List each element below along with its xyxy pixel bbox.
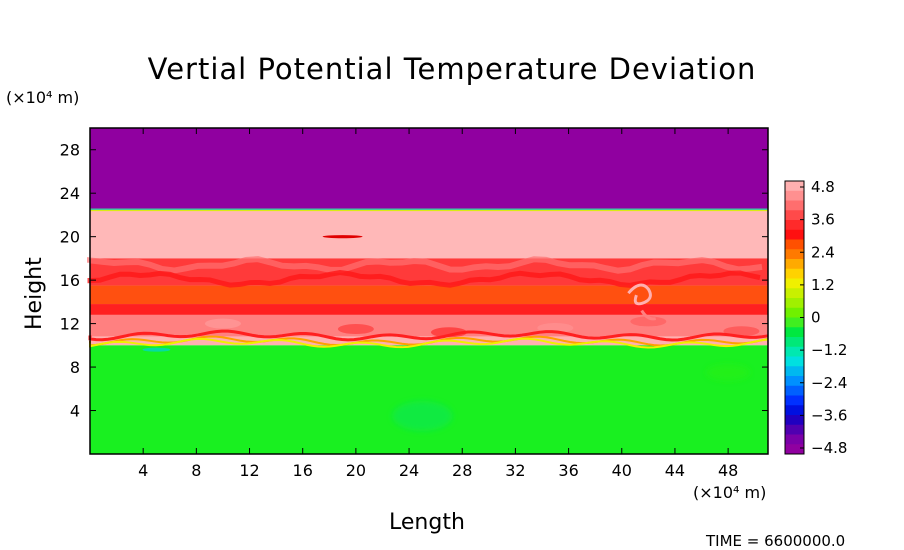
x-axis-ticks: 4 8 12 16 20 24 28 32 36 40 44 48 — [138, 128, 738, 480]
interface-line — [89, 337, 769, 349]
colorbar-swatch — [785, 356, 804, 367]
colorbar-swatch — [785, 200, 804, 211]
swirl-feature — [640, 309, 657, 321]
heatmap-band — [90, 304, 768, 315]
colorbar-swatch — [785, 424, 804, 435]
x-tick-label: 8 — [191, 461, 201, 480]
streak-feature — [322, 235, 363, 239]
x-tick-label: 12 — [239, 461, 259, 480]
x-axis-label: Length — [389, 510, 465, 535]
time-readout: TIME = 6600000.0 — [706, 532, 846, 550]
y-tick-label: 16 — [60, 271, 80, 290]
colorbar-swatch — [785, 307, 804, 318]
y-tick-label: 12 — [60, 315, 80, 334]
x-tick-label: 36 — [558, 461, 578, 480]
heatmap-blob — [630, 316, 667, 327]
colorbar-swatch — [785, 434, 804, 445]
colorbar-tick-label: 2.4 — [811, 243, 835, 261]
colorbar-swatch — [785, 288, 804, 299]
colorbar-swatch — [785, 346, 804, 357]
colorbar-swatch — [785, 366, 804, 377]
heatmap-blob — [204, 318, 241, 329]
heatmap-band — [90, 128, 768, 210]
x-axis-unit: (×10⁴ m) — [693, 483, 767, 502]
interface-line — [88, 329, 769, 342]
colorbar-swatch — [785, 278, 804, 289]
colorbar-swatch — [785, 298, 804, 309]
heatmap-band — [90, 285, 768, 305]
y-tick-label: 24 — [60, 184, 80, 203]
y-tick-label: 28 — [60, 141, 80, 160]
colorbar-swatch — [785, 405, 804, 416]
x-tick-label: 20 — [346, 461, 366, 480]
colorbar-swatch — [785, 327, 804, 338]
heatmap-band — [90, 209, 768, 259]
colorbar-swatch — [785, 210, 804, 221]
heatmap-blob — [706, 364, 751, 381]
x-tick-label: 16 — [293, 461, 313, 480]
x-tick-label: 48 — [718, 461, 738, 480]
heatmap-band — [90, 336, 768, 346]
heatmap-blob — [142, 347, 171, 352]
x-tick-label: 4 — [138, 461, 148, 480]
colorbar-tick-label: −3.6 — [811, 406, 847, 424]
plot-frame — [89, 127, 769, 455]
y-tick-label: 4 — [70, 402, 80, 421]
swirl-feature — [627, 283, 652, 306]
x-tick-label: 40 — [612, 461, 632, 480]
colorbar-swatch — [785, 181, 804, 192]
colorbar-tick-label: 3.6 — [811, 211, 835, 229]
x-tick-label: 24 — [399, 461, 419, 480]
colorbar-swatch — [785, 190, 804, 201]
y-axis-unit: (×10⁴ m) — [6, 88, 80, 107]
x-tick-label: 28 — [452, 461, 472, 480]
colorbar-swatch — [785, 395, 804, 406]
colorbar-swatch — [785, 239, 804, 250]
colorbar-swatch — [785, 317, 804, 328]
heatmap-details — [87, 208, 769, 431]
colorbar-swatch — [785, 337, 804, 348]
colorbar-swatch — [785, 385, 804, 396]
colorbar-swatch — [785, 376, 804, 387]
colorbar-tick-label: −2.4 — [811, 374, 847, 392]
colorbar-swatch — [785, 249, 804, 260]
colorbar-swatch — [785, 220, 804, 231]
colorbar-swatch — [785, 444, 804, 455]
colorbar-swatch — [785, 268, 804, 279]
x-tick-label: 44 — [665, 461, 685, 480]
colorbar-swatch — [785, 415, 804, 426]
wave-feature — [87, 270, 761, 288]
chart-title: Vertial Potential Temperature Deviation — [147, 52, 757, 86]
colorbar-swatch — [785, 229, 804, 240]
wave-feature — [87, 256, 763, 274]
y-tick-label: 20 — [60, 228, 80, 247]
colorbar-tick-label: −4.8 — [811, 439, 847, 457]
y-axis-ticks: 4 8 12 16 20 24 28 — [60, 141, 768, 421]
heatmap-blob — [723, 326, 760, 337]
heatmap-band — [90, 345, 768, 454]
colorbar-tick-label: 1.2 — [811, 276, 835, 294]
colorbar-tick-label: 0 — [811, 309, 821, 327]
y-tick-label: 8 — [70, 358, 80, 377]
heatmap-band — [90, 314, 768, 337]
x-tick-label: 32 — [505, 461, 525, 480]
colorbar-tick-label: −1.2 — [811, 341, 847, 359]
heatmap-blob — [392, 400, 453, 431]
heatmap-blob — [337, 324, 374, 335]
colorbar: 4.8 3.6 2.4 1.2 0 −1.2 −2.4 −3.6 −4.8 — [784, 178, 847, 457]
colorbar-swatch — [785, 259, 804, 270]
colorbar-tick-label: 4.8 — [811, 178, 835, 196]
